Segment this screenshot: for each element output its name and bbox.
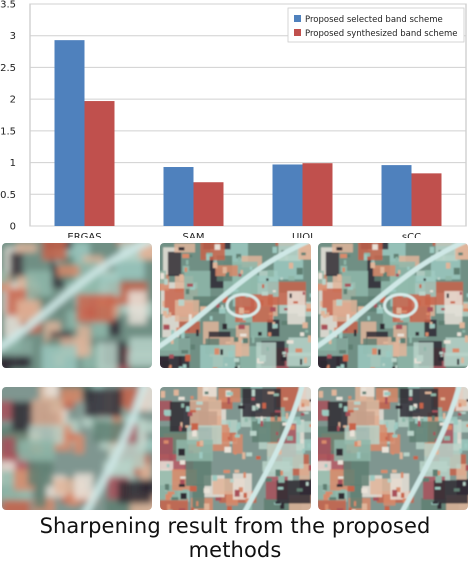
x-tick-label: ERGAS <box>67 232 101 238</box>
y-tick-label: 1 <box>10 158 16 169</box>
y-tick-label: 2.5 <box>0 63 16 74</box>
satellite-image <box>160 243 311 368</box>
satellite-image <box>2 387 152 510</box>
bar-ergas-series-1 <box>55 40 85 226</box>
satellite-image <box>318 387 468 510</box>
legend-swatch <box>294 15 301 22</box>
tile-selected-band-2 <box>160 387 311 510</box>
satellite-image <box>2 243 152 368</box>
legend-label: Proposed selected band scheme <box>305 15 443 25</box>
tile-synthesized-band-1 <box>318 243 468 368</box>
legend-swatch <box>294 29 301 36</box>
bar-scc-series-1 <box>382 165 412 226</box>
bar-sam-series-1 <box>164 167 194 226</box>
image-grid <box>0 243 470 510</box>
y-tick-label: 3.5 <box>0 0 16 11</box>
y-tick-label: 0.5 <box>0 190 16 201</box>
y-tick-label: 0 <box>10 222 16 233</box>
satellite-image <box>318 243 468 368</box>
chart-svg: 0 0.5 1 1.5 2 2.5 3 3.5 ERGAS SAM UIQI sCC Proposed … <box>0 0 470 238</box>
bar-chart: 0 0.5 1 1.5 2 2.5 3 3.5 ERGAS SAM UIQI sCC Proposed … <box>0 0 470 238</box>
tile-low-res-2 <box>2 387 152 510</box>
x-tick-label: SAM <box>182 232 204 238</box>
satellite-image <box>160 387 311 510</box>
tile-selected-band-1 <box>160 243 311 368</box>
y-tick-label: 2 <box>10 95 16 106</box>
x-tick-label: sCC <box>402 232 421 238</box>
y-tick-label: 1.5 <box>0 126 16 137</box>
bar-ergas-series-2 <box>85 101 115 226</box>
bar-scc-series-2 <box>412 173 442 226</box>
tile-low-res-1 <box>2 243 152 368</box>
y-tick-label: 3 <box>10 31 16 42</box>
bar-sam-series-2 <box>194 182 224 226</box>
bar-uiqi-series-2 <box>303 163 333 226</box>
tile-synthesized-band-2 <box>318 387 468 510</box>
x-tick-label: UIQI <box>292 232 313 238</box>
bar-uiqi-series-1 <box>273 164 303 226</box>
figure-caption: Sharpening result from the proposed meth… <box>0 514 470 562</box>
legend-label: Proposed synthesized band scheme <box>305 29 458 39</box>
